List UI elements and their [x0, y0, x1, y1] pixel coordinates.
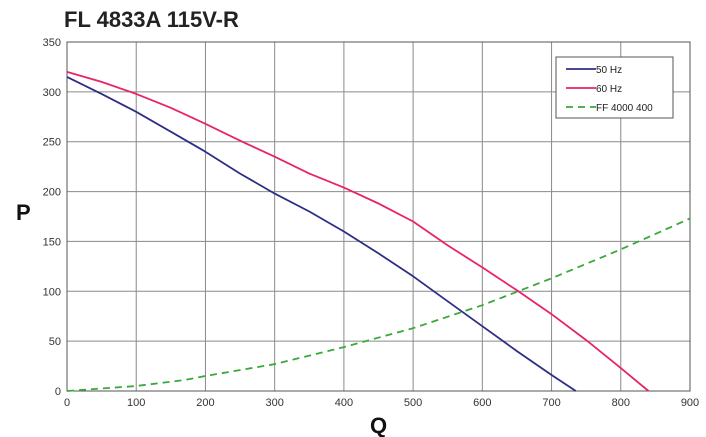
legend-label-2: FF 4000 400: [596, 103, 653, 114]
plot-area-border: [66, 41, 691, 392]
x-tick-label-0: 0: [64, 397, 70, 409]
chart-title: FL 4833A 115V-R: [64, 7, 239, 32]
series-line-1: [66, 71, 650, 392]
x-tick-label-9: 900: [681, 397, 699, 409]
y-tick-label-3: 150: [43, 236, 61, 248]
x-tick-label-3: 300: [265, 397, 283, 409]
x-tick-label-7: 700: [542, 397, 560, 409]
series-line-2: [66, 217, 691, 392]
y-axis-label: P: [16, 200, 31, 225]
x-tick-label-5: 500: [404, 397, 422, 409]
y-tick-label-7: 350: [43, 37, 61, 49]
series-lines: [66, 71, 691, 392]
x-tick-label-1: 100: [127, 397, 145, 409]
tick-labels: 0 100 200 300 400 500 600 700 800 900 0 50 100 150 200…: [43, 37, 700, 409]
legend: 50 Hz 60 Hz FF 4000 400: [555, 56, 674, 119]
x-tick-label-8: 800: [612, 397, 630, 409]
x-tick-label-6: 600: [473, 397, 491, 409]
y-tick-label-6: 300: [43, 87, 61, 99]
x-tick-label-2: 200: [196, 397, 214, 409]
y-tick-label-0: 0: [55, 386, 61, 398]
legend-label-1: 60 Hz: [596, 84, 622, 95]
grid-lines: [66, 41, 691, 392]
y-tick-label-2: 100: [43, 286, 61, 298]
y-tick-label-1: 50: [49, 336, 61, 348]
y-tick-label-4: 200: [43, 187, 61, 199]
legend-label-0: 50 Hz: [596, 65, 622, 76]
series-line-0: [66, 76, 577, 392]
x-tick-label-4: 400: [335, 397, 353, 409]
x-axis-label: Q: [370, 413, 387, 437]
y-tick-label-5: 250: [43, 137, 61, 149]
